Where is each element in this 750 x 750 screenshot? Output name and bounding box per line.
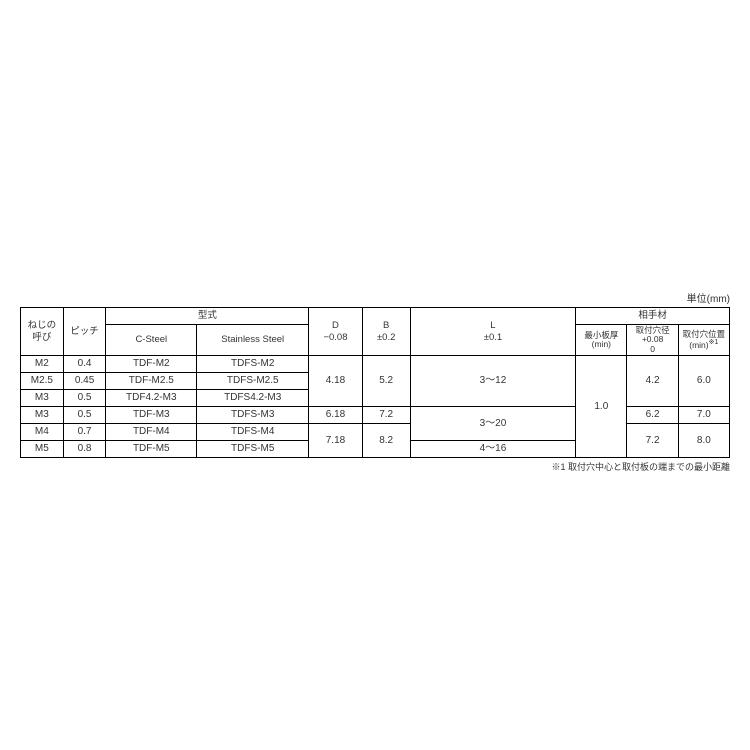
hdr-stainless: Stainless Steel xyxy=(197,325,309,356)
hdr-thick: 最小板厚(min) xyxy=(576,325,627,356)
hdr-pitch: ピッチ xyxy=(63,308,106,356)
hdr-csteel: C-Steel xyxy=(106,325,197,356)
hdr-dia: 取付穴径+0.080 xyxy=(627,325,678,356)
spec-table: ねじの呼び ピッチ 型式 D−0.08 B±0.2 L±0.1 相手材 C-St… xyxy=(20,307,730,458)
hdr-mate: 相手材 xyxy=(576,308,730,325)
hdr-thread: ねじの呼び xyxy=(21,308,64,356)
hdr-pos: 取付穴位置(min)※1 xyxy=(678,325,729,356)
unit-label: 単位(mm) xyxy=(20,290,730,305)
hdr-d: D−0.08 xyxy=(309,308,362,356)
hdr-l: L±0.1 xyxy=(410,308,576,356)
hdr-model: 型式 xyxy=(106,308,309,325)
table-row: M2 0.4 TDF-M2 TDFS-M2 4.18 5.2 3～12 1.0 … xyxy=(21,356,730,373)
hdr-b: B±0.2 xyxy=(362,308,410,356)
footnote: ※1 取付穴中心と取付板の端までの最小距離 xyxy=(20,460,730,473)
table-wrapper: 単位(mm) ねじの呼び ピッチ 型式 D−0.08 B±0.2 L±0.1 相… xyxy=(20,290,730,473)
